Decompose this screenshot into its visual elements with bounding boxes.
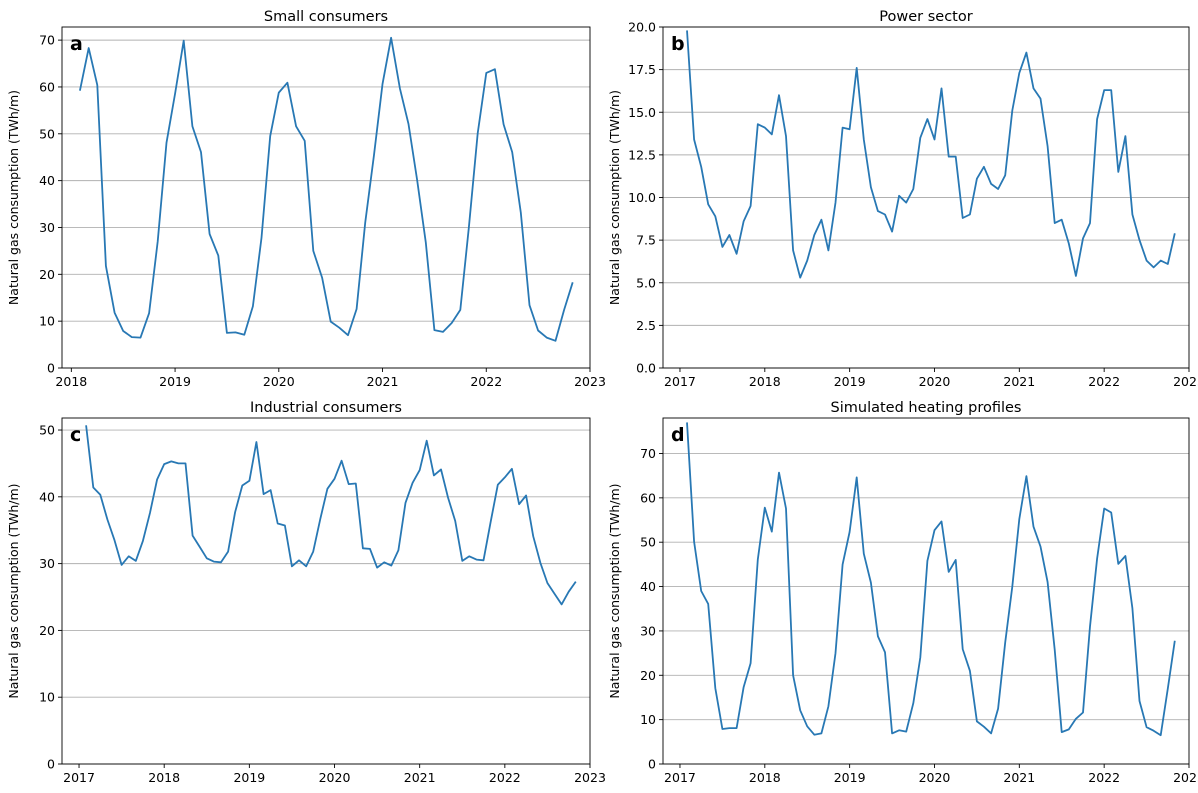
y-tick-label: 30 (640, 623, 656, 638)
x-tick-label: 2019 (834, 770, 866, 785)
y-tick-label: 40 (39, 489, 55, 504)
y-tick-label: 12.5 (628, 147, 656, 162)
chart-panel-b: 0.0 2.5 5.0 7.5 10.0 12.5 15.0 17.5 20.0 2017 2018… (607, 9, 1198, 389)
x-tick-label: 2022 (1088, 374, 1120, 389)
y-axis-label: Natural gas consumption (TWh/m) (6, 90, 21, 305)
y-tick-label: 0 (47, 361, 55, 376)
x-tick-label: 2022 (470, 374, 502, 389)
axes-frame (61, 26, 591, 369)
x-tick-label: 2019 (159, 374, 191, 389)
chart-panel-d: 0 10 20 30 40 50 60 70 2017 2018 2019 2020 2021 2022 2… (607, 400, 1198, 785)
y-tick-label: 15.0 (628, 105, 656, 120)
x-tick-label: 2018 (749, 374, 781, 389)
x-tick-label: 2021 (1003, 770, 1035, 785)
panel-label: b (671, 33, 685, 55)
y-axis-label: Natural gas consumption (TWh/m) (6, 483, 21, 698)
x-tick-label: 2018 (749, 770, 781, 785)
y-tick-label: 40 (39, 173, 55, 188)
y-tick-label: 60 (640, 490, 656, 505)
y-tick-label: 30 (39, 220, 55, 235)
y-tick-label: 50 (640, 535, 656, 550)
y-tick-label: 2.5 (636, 318, 656, 333)
x-tick-label: 2023 (1173, 374, 1198, 389)
y-tick-label: 50 (39, 126, 55, 141)
x-tick-label: 2023 (574, 770, 606, 785)
y-axis-label: Natural gas consumption (TWh/m) (607, 90, 622, 305)
x-tick-label: 2020 (319, 770, 351, 785)
series-line (686, 422, 1176, 737)
y-tick-label: 10 (640, 712, 656, 727)
y-tick-label: 5.0 (636, 275, 656, 290)
x-tick-label: 2023 (574, 374, 606, 389)
series-line (85, 425, 577, 606)
x-tick-label: 2018 (148, 770, 180, 785)
x-tick-label: 2020 (919, 770, 951, 785)
x-tick-label: 2018 (55, 374, 87, 389)
x-tick-label: 2021 (404, 770, 436, 785)
y-axis-label: Natural gas consumption (TWh/m) (607, 483, 622, 698)
panel-label: c (70, 424, 81, 446)
y-tick-label: 10 (39, 690, 55, 705)
y-tick-label: 20 (640, 668, 656, 683)
chart-panel-a: 0 10 20 30 40 50 60 70 2018 2019 2020 2021 2022 2023 S… (6, 9, 606, 389)
chart-title: Simulated heating profiles (831, 400, 1022, 416)
x-tick-label: 2022 (489, 770, 521, 785)
x-tick-label: 2017 (63, 770, 95, 785)
series-line (79, 36, 574, 342)
y-tick-label: 70 (640, 446, 656, 461)
x-tick-label: 2020 (919, 374, 951, 389)
x-tick-label: 2017 (664, 770, 696, 785)
axes-frame (61, 417, 591, 765)
y-tick-label: 17.5 (628, 62, 656, 77)
axes-frame (662, 417, 1190, 765)
y-tick-label: 7.5 (636, 233, 656, 248)
y-tick-label: 0.0 (636, 361, 656, 376)
x-tick-label: 2021 (1003, 374, 1035, 389)
y-tick-label: 10 (39, 314, 55, 329)
x-tick-label: 2019 (834, 374, 866, 389)
y-tick-label: 20 (39, 267, 55, 282)
x-tick-label: 2022 (1088, 770, 1120, 785)
panel-label: a (70, 33, 83, 55)
x-tick-label: 2021 (367, 374, 399, 389)
chart-title: Industrial consumers (250, 400, 402, 416)
series-line (686, 30, 1176, 279)
y-tick-label: 70 (39, 33, 55, 48)
y-tick-label: 50 (39, 423, 55, 438)
panel-label: d (671, 424, 685, 446)
y-tick-label: 20 (39, 623, 55, 638)
axes-frame (662, 26, 1190, 369)
y-tick-label: 30 (39, 556, 55, 571)
y-tick-label: 10.0 (628, 190, 656, 205)
chart-title: Small consumers (264, 9, 388, 25)
x-tick-label: 2020 (263, 374, 295, 389)
chart-panel-c: 0 10 20 30 40 50 2017 2018 2019 2020 2021 2022 2023 I… (6, 400, 606, 785)
y-tick-label: 40 (640, 579, 656, 594)
y-tick-label: 0 (47, 757, 55, 772)
y-tick-label: 60 (39, 79, 55, 94)
y-tick-label: 0 (648, 757, 656, 772)
y-tick-label: 20.0 (628, 20, 656, 35)
x-tick-label: 2017 (664, 374, 696, 389)
x-tick-label: 2019 (233, 770, 265, 785)
chart-title: Power sector (879, 9, 972, 25)
x-tick-label: 2023 (1173, 770, 1198, 785)
